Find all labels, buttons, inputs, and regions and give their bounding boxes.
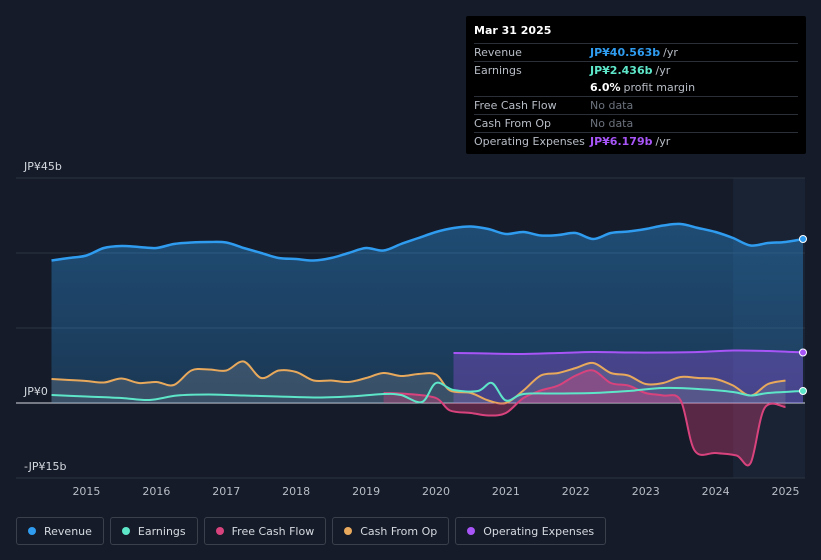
tooltip-row-value: No data <box>590 99 634 112</box>
x-tick-label: 2024 <box>702 485 730 498</box>
legend-item-earnings[interactable]: Earnings <box>109 517 198 545</box>
tooltip-row: 6.0% profit margin <box>474 79 798 96</box>
x-tick-label: 2018 <box>282 485 310 498</box>
tooltip-row-label: Revenue <box>474 46 522 59</box>
earnings-end-point <box>799 387 807 395</box>
operating-expenses-line <box>453 349 804 356</box>
free-cash-flow-area <box>383 370 786 466</box>
x-tick-label: 2020 <box>422 485 450 498</box>
legend-dot-icon <box>467 527 476 535</box>
cash-from-op-line <box>51 360 786 405</box>
x-tick-label: 2016 <box>142 485 170 498</box>
tooltip-row: Operating Expenses JP¥6.179b/yr <box>474 132 798 150</box>
legend-dot-icon <box>344 527 353 535</box>
legend-dot-icon <box>215 527 224 535</box>
chart-legend: Revenue Earnings Free Cash Flow Cash From O… <box>16 517 607 547</box>
legend-label: Free Cash Flow <box>231 524 315 538</box>
x-tick-label: 2015 <box>72 485 100 498</box>
x-tick-label: 2019 <box>352 485 380 498</box>
tooltip-row-value: 6.0% profit margin <box>590 81 696 94</box>
tooltip-row-value: JP¥2.436b/yr <box>590 64 671 77</box>
legend-label: Revenue <box>44 524 92 538</box>
legend-item-operating-expenses[interactable]: Operating Expenses <box>455 517 607 545</box>
tooltip-panel: Mar 31 2025 Revenue JP¥40.563b/yr Earnings… <box>466 16 806 154</box>
legend-label: Cash From Op <box>360 524 438 538</box>
tooltip-row-label: Free Cash Flow <box>474 99 557 112</box>
tooltip-row: Free Cash Flow No data <box>474 96 798 114</box>
tooltip-date: Mar 31 2025 <box>474 24 552 37</box>
x-tick-label: 2022 <box>562 485 590 498</box>
revenue-end-point <box>799 235 807 243</box>
legend-dot-icon <box>121 527 130 535</box>
operating-expenses-end-point <box>799 348 807 357</box>
tooltip-row-label: Earnings <box>474 64 522 77</box>
tooltip-row-label: Cash From Op <box>474 117 552 130</box>
tooltip-row-label: Operating Expenses <box>474 135 585 148</box>
free-cash-flow-line <box>383 369 786 467</box>
tooltip-row: Cash From Op No data <box>474 114 798 132</box>
tooltip-row: Earnings JP¥2.436b/yr <box>474 61 798 79</box>
x-tick-label: 2023 <box>632 485 660 498</box>
tooltip-row-value: JP¥40.563b/yr <box>590 46 678 59</box>
tooltip-row-value: No data <box>590 117 634 130</box>
y-tick-label: JP¥45b <box>23 160 62 173</box>
y-tick-label: -JP¥15b <box>24 460 66 473</box>
legend-dot-icon <box>28 527 36 535</box>
x-tick-label: 2021 <box>492 485 520 498</box>
tooltip-row: Revenue JP¥40.563b/yr <box>474 43 798 61</box>
tooltip-row-value: JP¥6.179b/yr <box>590 135 671 148</box>
legend-item-free-cash-flow[interactable]: Free Cash Flow <box>203 517 327 545</box>
revenue-area <box>51 223 803 403</box>
y-tick-label: JP¥0 <box>23 385 48 398</box>
x-tick-label: 2017 <box>212 485 240 498</box>
legend-item-revenue[interactable]: Revenue <box>16 517 104 545</box>
legend-item-cash-from-op[interactable]: Cash From Op <box>332 517 450 545</box>
legend-label: Operating Expenses <box>483 524 595 538</box>
revenue-line <box>51 222 804 262</box>
earnings-line <box>51 381 804 404</box>
legend-label: Earnings <box>137 524 186 538</box>
x-tick-label: 2025 <box>772 485 800 498</box>
